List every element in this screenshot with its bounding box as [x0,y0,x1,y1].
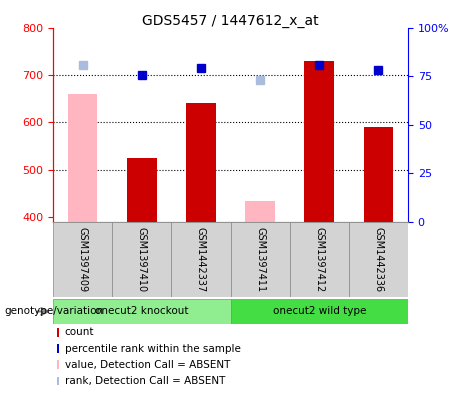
Bar [290,222,349,297]
Bar [57,328,59,337]
Text: onecut2 knockout: onecut2 knockout [95,307,189,316]
Bar [364,127,393,222]
Text: GSM1442336: GSM1442336 [373,227,384,292]
Bar [230,222,290,297]
Text: rank, Detection Call = ABSENT: rank, Detection Call = ABSENT [65,376,225,386]
Bar [57,376,59,386]
Bar [57,360,59,369]
Text: GDS5457 / 1447612_x_at: GDS5457 / 1447612_x_at [142,14,319,28]
Bar [112,222,171,297]
Bar [57,344,59,353]
Text: value, Detection Call = ABSENT: value, Detection Call = ABSENT [65,360,230,370]
Bar [127,158,157,222]
Text: GSM1397412: GSM1397412 [314,227,324,292]
Bar [171,222,230,297]
Bar [53,299,230,324]
Text: GSM1442337: GSM1442337 [196,227,206,292]
Text: percentile rank within the sample: percentile rank within the sample [65,343,241,354]
Bar [304,61,334,222]
Bar [68,94,97,222]
Bar [186,103,216,222]
Text: genotype/variation: genotype/variation [5,307,104,316]
Text: GSM1397410: GSM1397410 [137,227,147,292]
Bar [245,201,275,222]
Bar [53,222,112,297]
Bar [349,222,408,297]
Text: count: count [65,327,94,337]
Bar [230,299,408,324]
Text: GSM1397409: GSM1397409 [77,227,88,292]
Text: GSM1397411: GSM1397411 [255,227,265,292]
Text: onecut2 wild type: onecut2 wild type [272,307,366,316]
